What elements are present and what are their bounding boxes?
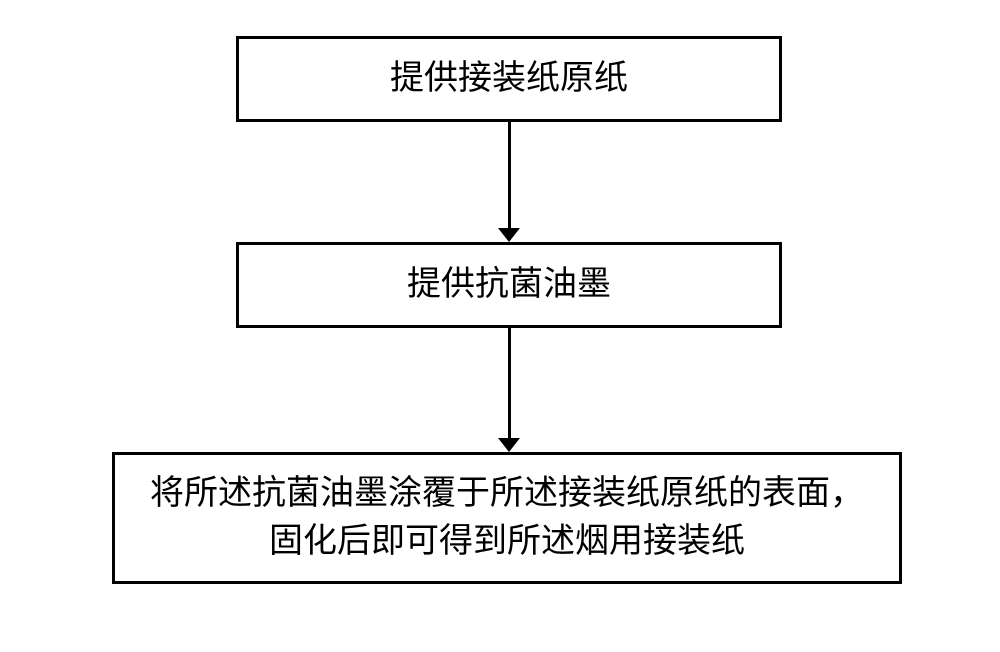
flowchart-arrow-line — [508, 328, 511, 438]
flowchart-node: 提供抗菌油墨 — [236, 242, 782, 328]
flowchart-node: 提供接装纸原纸 — [236, 36, 782, 122]
flowchart-arrow-line — [508, 122, 511, 228]
flowchart-canvas: 提供接装纸原纸提供抗菌油墨将所述抗菌油墨涂覆于所述接装纸原纸的表面，固化后即可得… — [0, 0, 1000, 652]
flowchart-arrow-head — [498, 228, 520, 242]
flowchart-node: 将所述抗菌油墨涂覆于所述接装纸原纸的表面，固化后即可得到所述烟用接装纸 — [112, 452, 902, 584]
flowchart-arrow-head — [498, 438, 520, 452]
